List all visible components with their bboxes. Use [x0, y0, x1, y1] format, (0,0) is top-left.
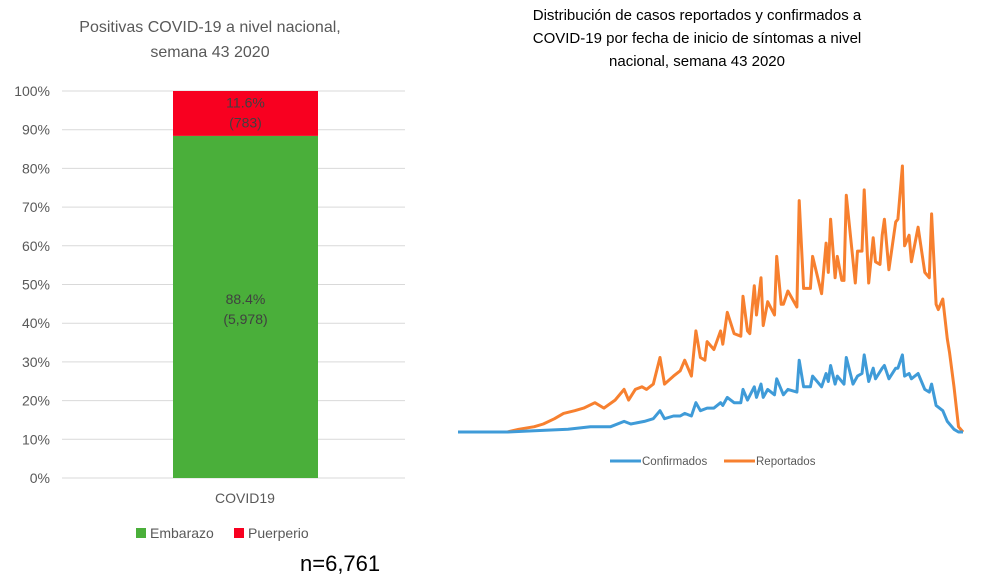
data-label-embarazo-pct: 88.4%	[226, 291, 266, 307]
data-label-puerperio-pct: 11.6%	[226, 94, 265, 110]
y-tick-label: 90%	[22, 122, 50, 138]
y-tick-label: 20%	[22, 393, 50, 409]
bar-chart-title-line-2: semana 43 2020	[150, 44, 269, 61]
bar-puerperio	[173, 91, 318, 136]
series-line-reportados	[458, 164, 965, 434]
sample-size-annotation: n=6,761	[300, 551, 380, 576]
bar-embarazo	[173, 135, 318, 478]
line-chart: Distribución de casos reportados y confi…	[458, 7, 965, 468]
legend-swatch-embarazo	[136, 528, 146, 538]
legend-label-reportados: Reportados	[756, 456, 816, 468]
data-label-embarazo-count: (5,978)	[223, 311, 267, 327]
line-chart-title-line-1: Distribución de casos reportados y confi…	[533, 7, 862, 24]
x-tick-covid19: COVID19	[215, 490, 275, 506]
line-chart-title-line-3: nacional, semana 43 2020	[609, 53, 785, 70]
y-tick-label: 100%	[14, 83, 50, 99]
y-tick-label: 80%	[22, 160, 50, 176]
line-chart-title-line-2: COVID-19 por fecha de inicio de síntomas…	[533, 30, 862, 47]
y-tick-label: 70%	[22, 199, 50, 215]
y-tick-label: 0%	[30, 470, 50, 486]
data-label-puerperio-count: (783)	[229, 114, 262, 130]
y-tick-label: 40%	[22, 315, 50, 331]
bar-chart-title-line-1: Positivas COVID-19 a nivel nacional,	[79, 19, 340, 36]
series-line-confirmados	[458, 353, 963, 434]
legend-label-embarazo: Embarazo	[150, 525, 214, 541]
y-tick-label: 50%	[22, 277, 50, 293]
y-tick-label: 10%	[22, 431, 50, 447]
legend-label-confirmados: Confirmados	[642, 456, 707, 468]
y-tick-label: 30%	[22, 354, 50, 370]
y-tick-label: 60%	[22, 238, 50, 254]
bar-y-ticks: 0% 10% 20% 30% 40% 50% 60% 70% 80% 90% 100%	[14, 83, 50, 486]
bar-chart: Positivas COVID-19 a nivel nacional, sem…	[14, 19, 405, 576]
legend-swatch-puerperio	[234, 528, 244, 538]
legend-label-puerperio: Puerperio	[248, 525, 309, 541]
